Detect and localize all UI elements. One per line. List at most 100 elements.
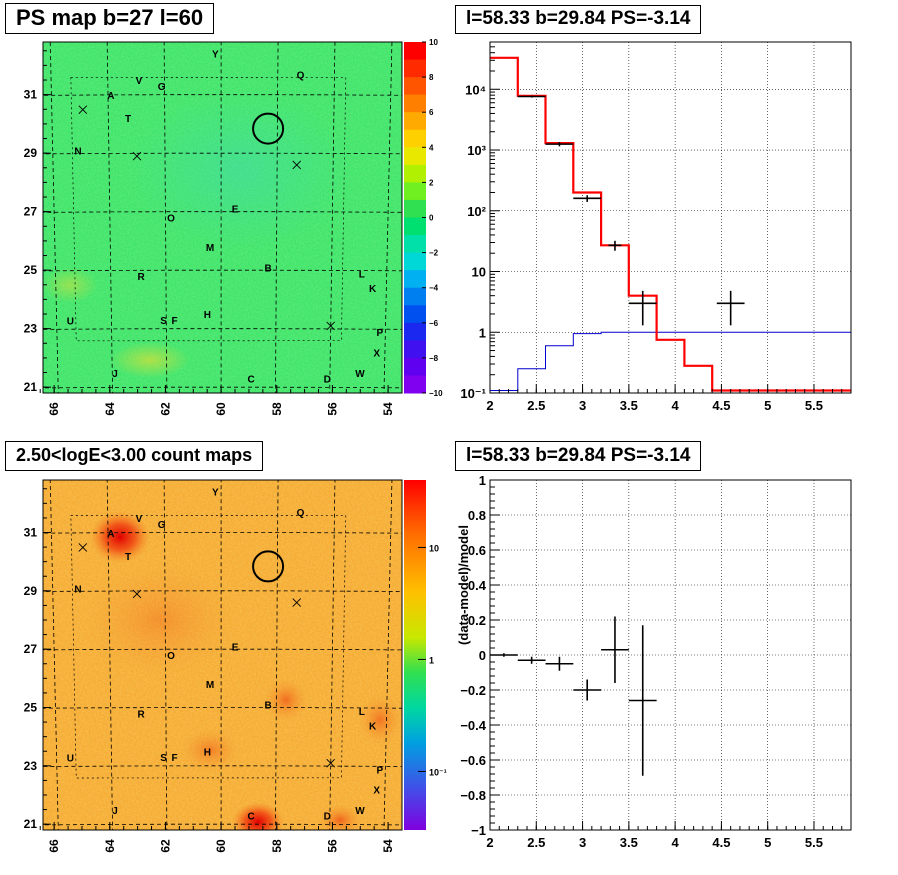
ps-map-y-tick-label: 29 <box>24 146 38 160</box>
count-map-y-tick-label: 21 <box>24 817 38 831</box>
ps-colorbar-band <box>404 340 426 359</box>
residual-points <box>490 616 657 776</box>
ps-map-source-label-s: S <box>160 316 167 327</box>
count-map-source-label-w: W <box>355 806 365 817</box>
ps-map-source-label-b: B <box>264 263 271 274</box>
ps-map-grid-meridian <box>49 42 59 393</box>
count-map-x-tick-label: 64 <box>103 839 117 853</box>
spectrum-total-model-line <box>490 56 851 392</box>
count-map-grid-parallel <box>43 590 402 592</box>
ps-map-y-tick-label: 23 <box>24 322 38 336</box>
residual-x-tick-label: 3 <box>579 835 586 850</box>
residual-x-tick-label: 5.5 <box>805 835 823 850</box>
count-map-sources: Y Q V G A T N E O M B R LK H S F U PXW J D C <box>67 488 384 823</box>
spectrum-x-tick-label: 3.5 <box>620 398 638 413</box>
ps-colorbar-band <box>404 270 426 289</box>
count-map-x-tick-label: 54 <box>381 839 395 853</box>
count-map-x-tick-label: 62 <box>158 839 172 853</box>
residual-axes: 2 2.5 3 3.5 4 4.5 5 5.5 1 0.8 0.6 0.4 0.2 0 −0.2 −0.4 −0… <box>460 473 852 850</box>
count-map-y-tick-label: 29 <box>24 584 38 598</box>
ps-map-grid-parallel <box>43 269 402 272</box>
ps-map-y-tick-label: 21 <box>24 380 38 394</box>
spectrum-y-tick-label: 10² <box>467 204 486 219</box>
ps-map-source-label-o: O <box>167 214 175 225</box>
spectrum-y-tick-label: 10⁴ <box>465 82 486 97</box>
spectrum-x-tick-label: 5 <box>764 398 771 413</box>
ps-map-grid-meridian <box>329 42 336 393</box>
ps-map-x-tick-label: 64 <box>103 402 117 416</box>
residual-y-tick-label: 1 <box>479 473 486 488</box>
count-map-source-label-u: U <box>67 754 74 765</box>
ps-colorbar-tick-label: 4 <box>429 143 434 152</box>
count-map-source-label-t: T <box>125 552 131 563</box>
residual-x-tick-label: 3.5 <box>620 835 638 850</box>
ps-map-source-label-l: L <box>359 270 365 281</box>
ps-map-cross-marker <box>132 151 142 161</box>
spectrum-axes: 2 2.5 3 3.5 4 4.5 5 5.5 10⁻¹ 1 10 10² 10³ 10⁴ <box>460 46 852 413</box>
ps-colorbar-band <box>404 112 426 131</box>
ps-map-source-label-n: N <box>74 147 81 158</box>
ps-colorbar-band <box>404 287 426 306</box>
ps-colorbar-band <box>404 182 426 201</box>
residual-grid <box>490 480 851 830</box>
ps-map-y-tick-label: 25 <box>24 263 38 277</box>
ps-map-target-circle <box>252 112 285 145</box>
spectrum-y-tick-label: 10³ <box>467 143 486 158</box>
residual-x-tick-label: 4 <box>672 835 680 850</box>
ps-colorbar-band <box>404 217 426 236</box>
count-map-source-label-e: E <box>232 642 239 653</box>
ps-colorbar-tick-label: 0 <box>429 214 434 223</box>
count-map-grid-meridian <box>383 480 393 830</box>
ps-colorbar-band <box>404 252 426 271</box>
count-map-grid-meridian <box>275 480 279 830</box>
count-map-source-label-n: N <box>74 584 81 595</box>
ps-map-x-tick-label: 62 <box>158 402 172 416</box>
ps-map-grid-parallel <box>43 94 402 96</box>
count-map-source-label-s: S <box>160 753 167 764</box>
count-map-y-tick-label: 27 <box>24 642 38 656</box>
ps-colorbar-tick-label: 6 <box>429 108 434 117</box>
count-map-source-label-m: M <box>206 680 214 691</box>
ps-map-source-label-v: V <box>136 76 143 87</box>
ps-map-cross-marker <box>292 160 302 170</box>
ps-map-source-label-k: K <box>369 284 377 295</box>
spectrum-background-model-line <box>490 331 851 391</box>
spectrum-x-tick-label: 3 <box>579 398 586 413</box>
ps-map-grid-parallel <box>22 36 421 37</box>
count-map-source-label-r: R <box>138 709 146 720</box>
spectrum-y-tick-label: 10⁻¹ <box>460 386 486 401</box>
spectrum-x-tick-label: 4.5 <box>712 398 730 413</box>
count-colorbar-tick-label: 10 <box>429 543 439 553</box>
ps-map-x-tick-label: 58 <box>270 402 284 416</box>
ps-map-y-tick-label: 31 <box>24 88 38 102</box>
residual-y-tick-label: −0.8 <box>460 788 486 803</box>
count-map-grid-meridian <box>163 480 168 830</box>
ps-map-source-label-t: T <box>125 114 131 125</box>
count-map-source-label-x: X <box>373 786 380 797</box>
count-map-source-label-g: G <box>158 520 166 531</box>
ps-map-source-label-y: Y <box>212 50 219 61</box>
count-map-roi-boundary <box>70 514 347 779</box>
count-map-source-label-k: K <box>369 721 377 732</box>
ps-map-grid-meridian <box>275 42 279 393</box>
count-map-source-label-o: O <box>167 651 175 662</box>
ps-colorbar-band <box>404 164 426 183</box>
ps-colorbar-tick-label: 10 <box>429 38 438 47</box>
ps-map-cross-marker <box>326 321 336 331</box>
count-map-x-tick-label: 56 <box>325 839 339 853</box>
count-map-cross-marker <box>292 598 302 607</box>
ps-map-grid-meridian <box>163 42 168 393</box>
count-map-axes: 66 64 62 60 58 56 54 31 29 27 25 23 21 <box>24 488 403 853</box>
ps-map-cross-marker <box>78 105 88 115</box>
ps-map-grid-meridian <box>106 42 113 393</box>
residual-x-tick-label: 2 <box>486 835 493 850</box>
count-map-source-label-d: D <box>324 812 331 823</box>
residual-y-tick-label: 0.8 <box>468 508 486 523</box>
count-map-y-tick-label: 25 <box>24 701 38 715</box>
ps-colorbar-tick-label: −2 <box>429 249 439 258</box>
count-map-cross-marker <box>132 589 142 599</box>
ps-colorbar-band <box>404 322 426 341</box>
spectrum-x-tick-label: 4 <box>672 398 680 413</box>
ps-map-source-label-h: H <box>204 310 211 321</box>
